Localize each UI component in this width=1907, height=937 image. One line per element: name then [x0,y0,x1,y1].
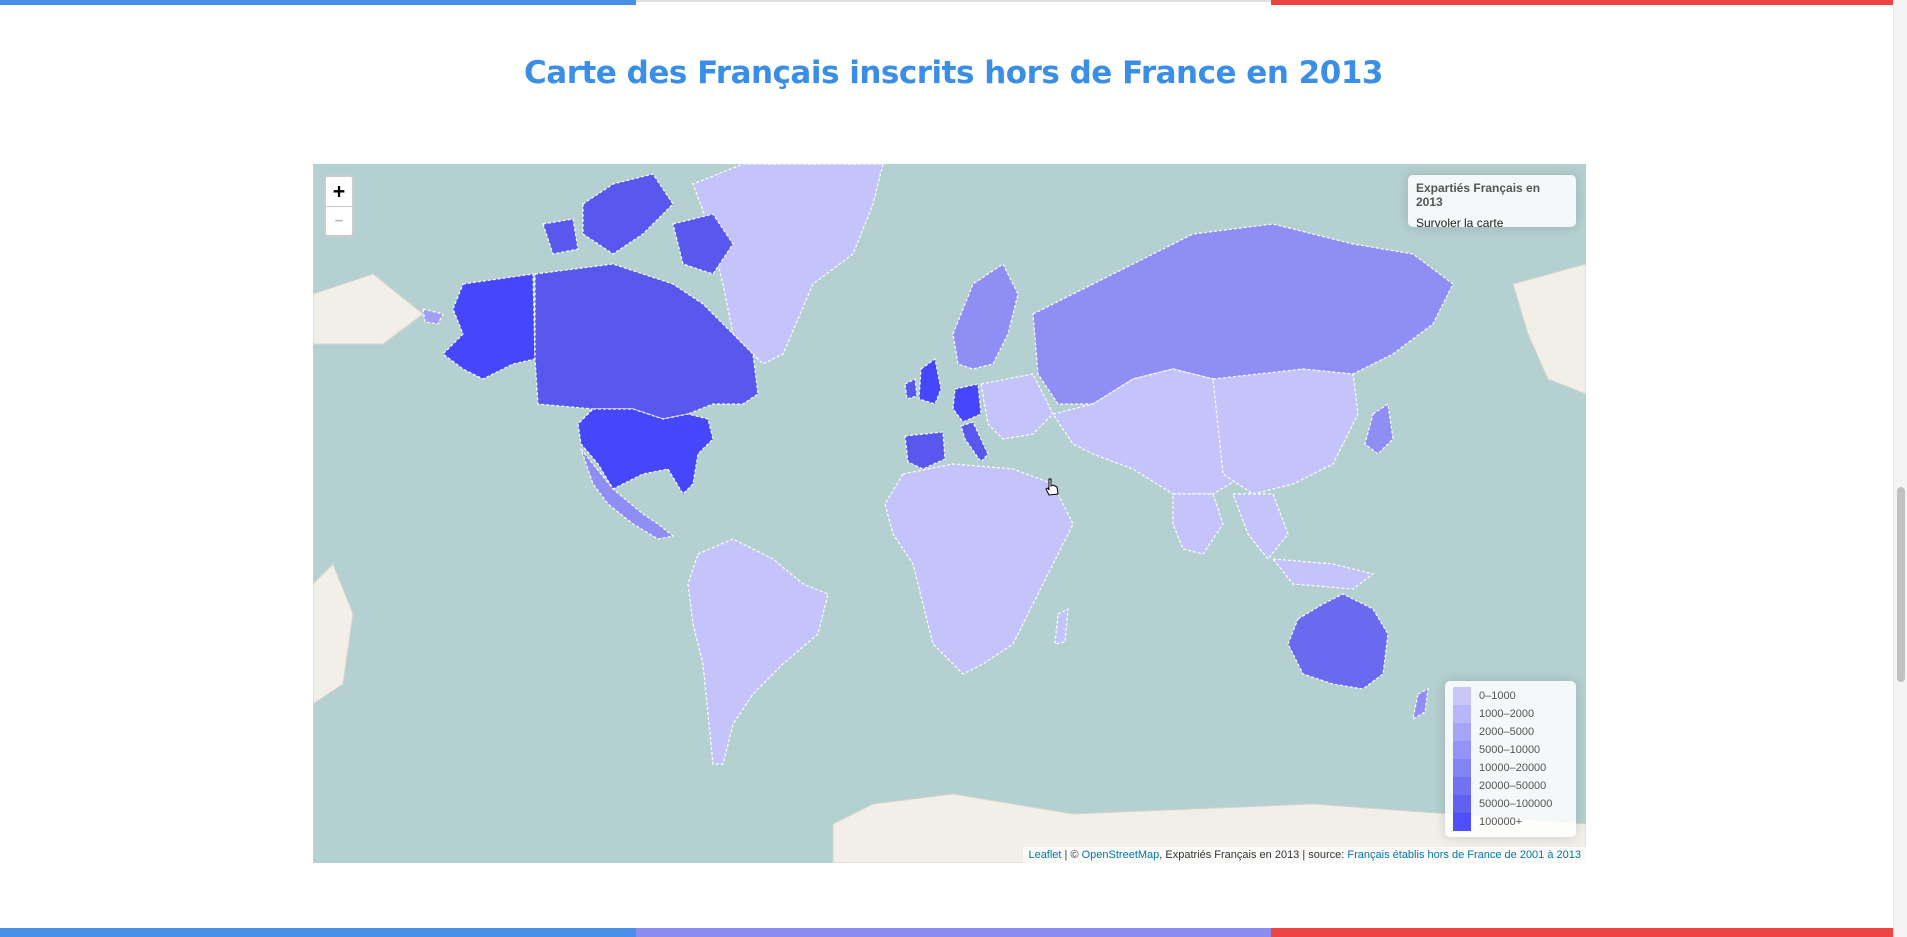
map-attribution: Leaflet | © OpenStreetMap, Expatriés Fra… [1023,847,1586,863]
bottom-color-bar [0,928,1907,937]
country-new-zealand[interactable] [1412,687,1429,721]
country-canada[interactable] [534,263,759,420]
bottom-bar-blue [0,928,636,937]
country-madagascar[interactable] [1054,607,1069,645]
base-land [313,263,1586,863]
land-antarctica-piece [832,793,1586,863]
country-africa[interactable] [884,463,1074,675]
legend-row: 100000+ [1453,813,1568,831]
legend-label: 50000–100000 [1479,798,1553,810]
country-scandinavia[interactable] [952,263,1019,370]
country-usa[interactable] [577,408,714,495]
zoom-in-button[interactable]: + [332,179,346,203]
country-germany[interactable] [952,383,982,423]
land-nz-west [313,563,354,705]
country-italy[interactable] [960,421,989,463]
legend-label: 2000–5000 [1479,726,1535,738]
top-bar-red [1271,0,1907,5]
map-legend: 0–1000 1000–2000 2000–5000 5000–10000 10… [1445,681,1576,837]
source-link[interactable]: Français établis hors de France de 2001 … [1347,849,1581,861]
legend-row: 5000–10000 [1453,741,1568,759]
legend-label: 0–1000 [1479,690,1516,702]
legend-label: 1000–2000 [1479,708,1535,720]
country-uk[interactable] [918,357,942,405]
country-se-asia[interactable] [1232,493,1375,590]
osm-link[interactable]: OpenStreetMap [1081,849,1160,861]
attribution-sep: | © [1061,849,1082,861]
legend-label: 20000–50000 [1479,780,1547,792]
legend-label: 10000–20000 [1479,762,1547,774]
country-mexico[interactable] [580,448,675,540]
legend-swatch [1453,777,1471,795]
legend-row: 1000–2000 [1453,705,1568,723]
land-chukotka [313,273,424,345]
top-color-bar [0,0,1907,5]
country-alaska-tip[interactable] [422,308,444,325]
country-australia[interactable] [1287,593,1389,690]
page-scrollbar[interactable] [1893,0,1907,937]
legend-swatch [1453,795,1471,813]
world-map[interactable] [313,164,1586,863]
country-alaska[interactable] [442,273,536,380]
top-bar-white [635,0,1272,2]
country-canada-islands[interactable] [542,173,734,275]
legend-swatch [1453,759,1471,777]
hand-cursor-icon [1045,478,1059,496]
info-box: Expartiés Français en 2013 Survoler la c… [1408,175,1576,230]
bottom-bar-mid [635,928,1272,937]
leaflet-link[interactable]: Leaflet [1028,849,1062,861]
legend-row: 2000–5000 [1453,723,1568,741]
bottom-bar-red [1271,928,1907,937]
country-ireland[interactable] [904,378,918,400]
info-box-hint: Survoler la carte [1416,216,1504,230]
country-eastern-europe[interactable] [980,373,1054,440]
country-spain[interactable] [904,431,946,470]
land-east-asia-edge [1512,263,1586,395]
top-bar-blue [0,0,636,5]
page-title: Carte des Français inscrits hors de Fran… [524,55,1383,91]
country-india[interactable] [1172,493,1224,555]
country-japan[interactable] [1364,402,1394,455]
legend-row: 0–1000 [1453,687,1568,705]
zoom-control: + − [324,175,354,237]
legend-row: 50000–100000 [1453,795,1568,813]
legend-label: 100000+ [1479,816,1523,828]
country-south-america[interactable] [687,538,829,765]
legend-swatch [1453,705,1471,723]
choropleth-map[interactable]: + − Expartiés Français en 2013 Survoler … [313,164,1586,863]
legend-row: 20000–50000 [1453,777,1568,795]
scrollbar-thumb[interactable] [1897,487,1905,682]
legend-row: 10000–20000 [1453,759,1568,777]
zoom-out-button[interactable]: − [326,206,352,235]
legend-swatch [1453,741,1471,759]
legend-swatch [1453,687,1471,705]
country-china[interactable] [1212,368,1359,495]
info-box-title: Expartiés Français en 2013 [1416,181,1541,209]
legend-label: 5000–10000 [1479,744,1541,756]
legend-swatch [1453,813,1471,831]
attribution-text: , Expatriés Français en 2013 | source: [1159,849,1348,861]
legend-swatch [1453,723,1471,741]
